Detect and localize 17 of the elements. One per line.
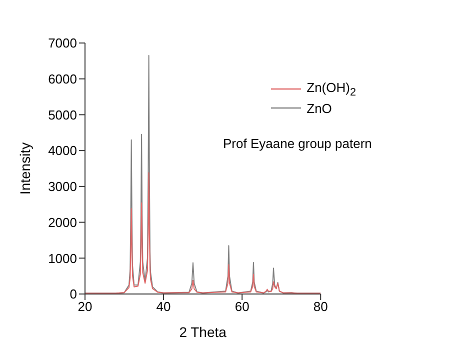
legend-label: Zn(OH)$_{2}$ (306, 80, 356, 99)
y-tick-label: 7000 (48, 36, 77, 51)
annotation: Prof Eyaane group patern (223, 136, 372, 151)
y-tick-label: 6000 (48, 71, 77, 86)
x-axis-title: 2 Theta (179, 324, 227, 340)
y-tick-label: 0 (70, 286, 77, 302)
x-tick-label: 60 (234, 299, 250, 314)
x-tick-label: 40 (156, 299, 171, 314)
x-tick-label: 20 (78, 299, 92, 314)
y-tick-label: 2000 (48, 214, 77, 230)
y-tick-label: 1000 (48, 250, 77, 266)
y-tick-label: 5000 (48, 107, 77, 122)
y-axis-title: Intensity (16, 142, 33, 195)
y-tick-label: 3000 (48, 179, 77, 194)
legend-label: ZnO (306, 100, 332, 116)
y-tick-label: 4000 (48, 143, 77, 158)
x-tick-label: 80 (313, 299, 328, 314)
